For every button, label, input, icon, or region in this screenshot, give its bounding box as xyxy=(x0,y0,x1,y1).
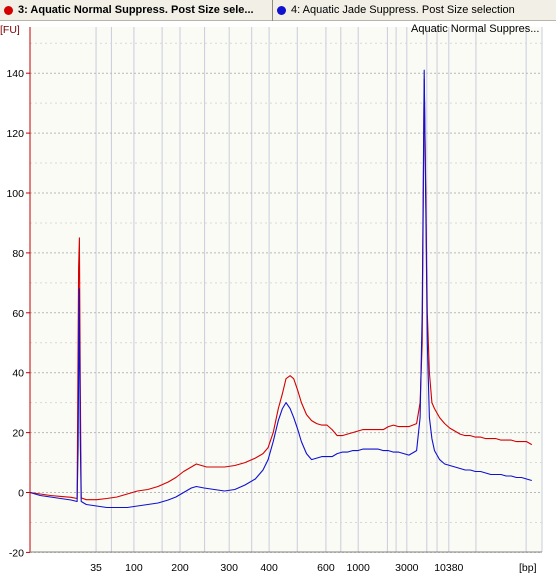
grid-lines xyxy=(30,27,543,553)
x-tick-label: 100 xyxy=(125,562,143,574)
y-tick-label: 40 xyxy=(12,368,24,380)
y-unit-label: [FU] xyxy=(0,24,20,36)
tab-sample-3-label: 3: Aquatic Normal Suppress. Post Size se… xyxy=(18,4,254,16)
y-tick-label: 0 xyxy=(18,488,24,500)
x-tick-label: 10380 xyxy=(434,562,463,574)
electropherogram-chart: -20 0 20 40 60 80 100 120 140 35 100 200 300 400 600 10… xyxy=(0,23,543,574)
series-lines xyxy=(29,69,533,509)
y-tick-label: 100 xyxy=(6,188,24,200)
tab-sample-4[interactable]: 4: Aquatic Jade Suppress. Post Size sele… xyxy=(273,0,519,21)
legend-text: Aquatic Normal Suppres... xyxy=(411,23,539,35)
x-tick-label: 300 xyxy=(220,562,238,574)
tick-labels: -20 0 20 40 60 80 100 120 140 35 100 200 300 400 600 10… xyxy=(6,68,463,574)
tab-sample-4-label: 4: Aquatic Jade Suppress. Post Size sele… xyxy=(291,4,515,16)
x-tick-label: 1000 xyxy=(347,562,371,574)
blue-dot-icon xyxy=(277,5,286,15)
x-tick-label: 35 xyxy=(90,562,102,574)
tab-sample-3[interactable]: 3: Aquatic Normal Suppress. Post Size se… xyxy=(0,0,273,21)
plot-background xyxy=(30,27,542,552)
sample-tab-bar: 3: Aquatic Normal Suppress. Post Size se… xyxy=(0,0,556,21)
axes xyxy=(29,27,542,553)
y-tick-label: 60 xyxy=(12,308,24,320)
series-line-sample-3 xyxy=(29,78,533,501)
y-tick-label: -20 xyxy=(9,547,24,559)
series-line-sample-4 xyxy=(29,69,532,509)
y-tick-label: 140 xyxy=(6,68,24,80)
y-tick-label: 80 xyxy=(12,248,24,260)
x-tick-label: 200 xyxy=(171,562,189,574)
red-dot-icon xyxy=(4,5,13,15)
y-tick-label: 120 xyxy=(6,128,24,140)
x-tick-label: 600 xyxy=(317,562,335,574)
x-tick-label: 3000 xyxy=(395,562,419,574)
y-tick-label: 20 xyxy=(12,428,24,440)
x-tick-label: 400 xyxy=(260,562,278,574)
x-unit-label: [bp] xyxy=(519,562,537,574)
